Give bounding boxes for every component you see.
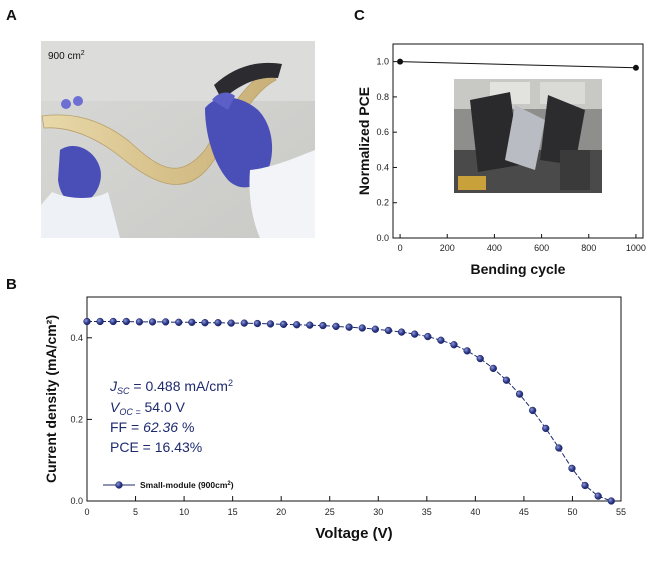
data-point xyxy=(397,328,406,336)
plot-c-points xyxy=(397,58,639,71)
data-point xyxy=(463,347,471,355)
plot-b-y-ticks: 0.0 0.2 0.4 xyxy=(70,333,92,506)
data-point xyxy=(332,322,340,331)
y-tick-label: 0.2 xyxy=(376,198,389,208)
plot-b-points xyxy=(83,317,615,505)
data-point xyxy=(253,319,262,328)
y-tick-label: 1.0 xyxy=(376,57,389,67)
data-point xyxy=(188,318,196,326)
panel-b-chart: 0.0 0.2 0.4 0 5 10 15 20 25 30 35 40 45 50 55 JSC = 0… xyxy=(43,296,626,542)
data-point xyxy=(397,58,404,65)
data-point xyxy=(424,332,432,341)
plot-b-frame xyxy=(86,296,622,502)
data-point xyxy=(306,321,314,329)
data-point xyxy=(279,320,288,328)
data-point xyxy=(109,317,117,326)
plot-c-y-axis-label: Normalized PCE xyxy=(356,87,372,195)
panel-label-b: B xyxy=(6,276,17,293)
data-point xyxy=(214,319,222,327)
data-point xyxy=(632,64,639,71)
plot-b-y-axis-label: Current density (mA/cm²) xyxy=(43,315,59,483)
data-point xyxy=(319,321,327,330)
panel-label-c: C xyxy=(354,7,365,24)
panel-c-chart: 0.0 0.2 0.4 0.6 0.8 1.0 0 200 400 600 800 1000 Ben… xyxy=(356,43,646,277)
y-tick-label: 0.6 xyxy=(376,127,389,137)
x-tick-label: 35 xyxy=(422,507,432,517)
x-tick-label: 30 xyxy=(373,507,383,517)
plot-c-x-axis-label: Bending cycle xyxy=(471,261,566,277)
x-tick-label: 800 xyxy=(581,243,596,253)
x-tick-label: 0 xyxy=(398,243,403,253)
x-tick-label: 10 xyxy=(179,507,189,517)
data-point xyxy=(293,321,301,329)
data-point xyxy=(568,464,576,473)
data-point xyxy=(148,318,157,326)
bending-apparatus-photo xyxy=(454,79,602,193)
annotation-pce: PCE = 16.43% xyxy=(110,439,202,455)
x-tick-label: 50 xyxy=(567,507,577,517)
legend-label: Small-module (900cm2) xyxy=(140,480,234,490)
data-point xyxy=(384,326,393,335)
x-tick-label: 40 xyxy=(470,507,480,517)
x-tick-label: 15 xyxy=(228,507,238,517)
panel-a-photo: 900 cm2 xyxy=(41,41,315,238)
plot-b-legend: Small-module (900cm2) xyxy=(103,480,234,490)
data-point xyxy=(528,406,537,415)
data-point xyxy=(240,319,248,327)
panel-label-a: A xyxy=(6,7,17,24)
data-point xyxy=(555,444,563,452)
plot-b-x-axis-label: Voltage (V) xyxy=(315,525,392,542)
data-point xyxy=(489,364,497,373)
area-label: 900 cm2 xyxy=(48,50,85,62)
data-point xyxy=(345,323,353,331)
plot-b-x-ticks: 0 5 10 15 20 25 30 35 40 45 50 55 xyxy=(84,496,626,517)
data-point xyxy=(515,390,524,398)
data-point xyxy=(450,341,458,349)
x-tick-label: 200 xyxy=(440,243,455,253)
y-tick-label: 0.0 xyxy=(376,233,389,243)
data-point xyxy=(201,319,209,327)
data-point xyxy=(581,481,589,490)
x-tick-label: 600 xyxy=(534,243,549,253)
y-tick-label: 0.0 xyxy=(70,496,83,506)
legend-marker xyxy=(115,481,123,489)
plot-c-series-line xyxy=(400,61,636,69)
plot-c-frame xyxy=(392,43,644,239)
y-tick-label: 0.8 xyxy=(376,92,389,102)
data-point xyxy=(411,330,419,338)
x-tick-label: 400 xyxy=(487,243,502,253)
data-point xyxy=(161,318,170,326)
data-point xyxy=(502,376,511,384)
data-point xyxy=(358,324,366,332)
annotation-ff: FF = 62.36 % xyxy=(110,419,194,435)
data-point xyxy=(175,318,183,326)
data-point xyxy=(266,320,275,328)
data-point xyxy=(227,319,235,327)
x-tick-label: 0 xyxy=(84,507,89,517)
data-point xyxy=(122,317,130,326)
data-point xyxy=(135,318,144,326)
data-point xyxy=(607,497,615,505)
y-tick-label: 0.4 xyxy=(376,162,389,172)
x-tick-label: 5 xyxy=(133,507,138,517)
plot-c-x-ticks: 0 200 400 600 800 1000 xyxy=(398,234,646,253)
annotation-voc: VOC = 54.0 V xyxy=(110,399,186,417)
x-tick-label: 25 xyxy=(325,507,335,517)
data-point xyxy=(371,325,380,333)
y-tick-label: 0.2 xyxy=(70,414,83,424)
plot-c-y-ticks: 0.0 0.2 0.4 0.6 0.8 1.0 xyxy=(376,57,397,243)
data-point xyxy=(437,336,445,344)
x-tick-label: 20 xyxy=(276,507,286,517)
data-point xyxy=(96,317,104,326)
x-tick-label: 45 xyxy=(519,507,529,517)
annotation-jsc: JSC = 0.488 mA/cm2 xyxy=(109,378,233,396)
data-point xyxy=(476,354,484,363)
data-point xyxy=(83,317,91,326)
data-point xyxy=(542,424,550,433)
y-tick-label: 0.4 xyxy=(70,333,83,343)
x-tick-label: 1000 xyxy=(626,243,646,253)
data-point xyxy=(594,492,602,500)
x-tick-label: 55 xyxy=(616,507,626,517)
